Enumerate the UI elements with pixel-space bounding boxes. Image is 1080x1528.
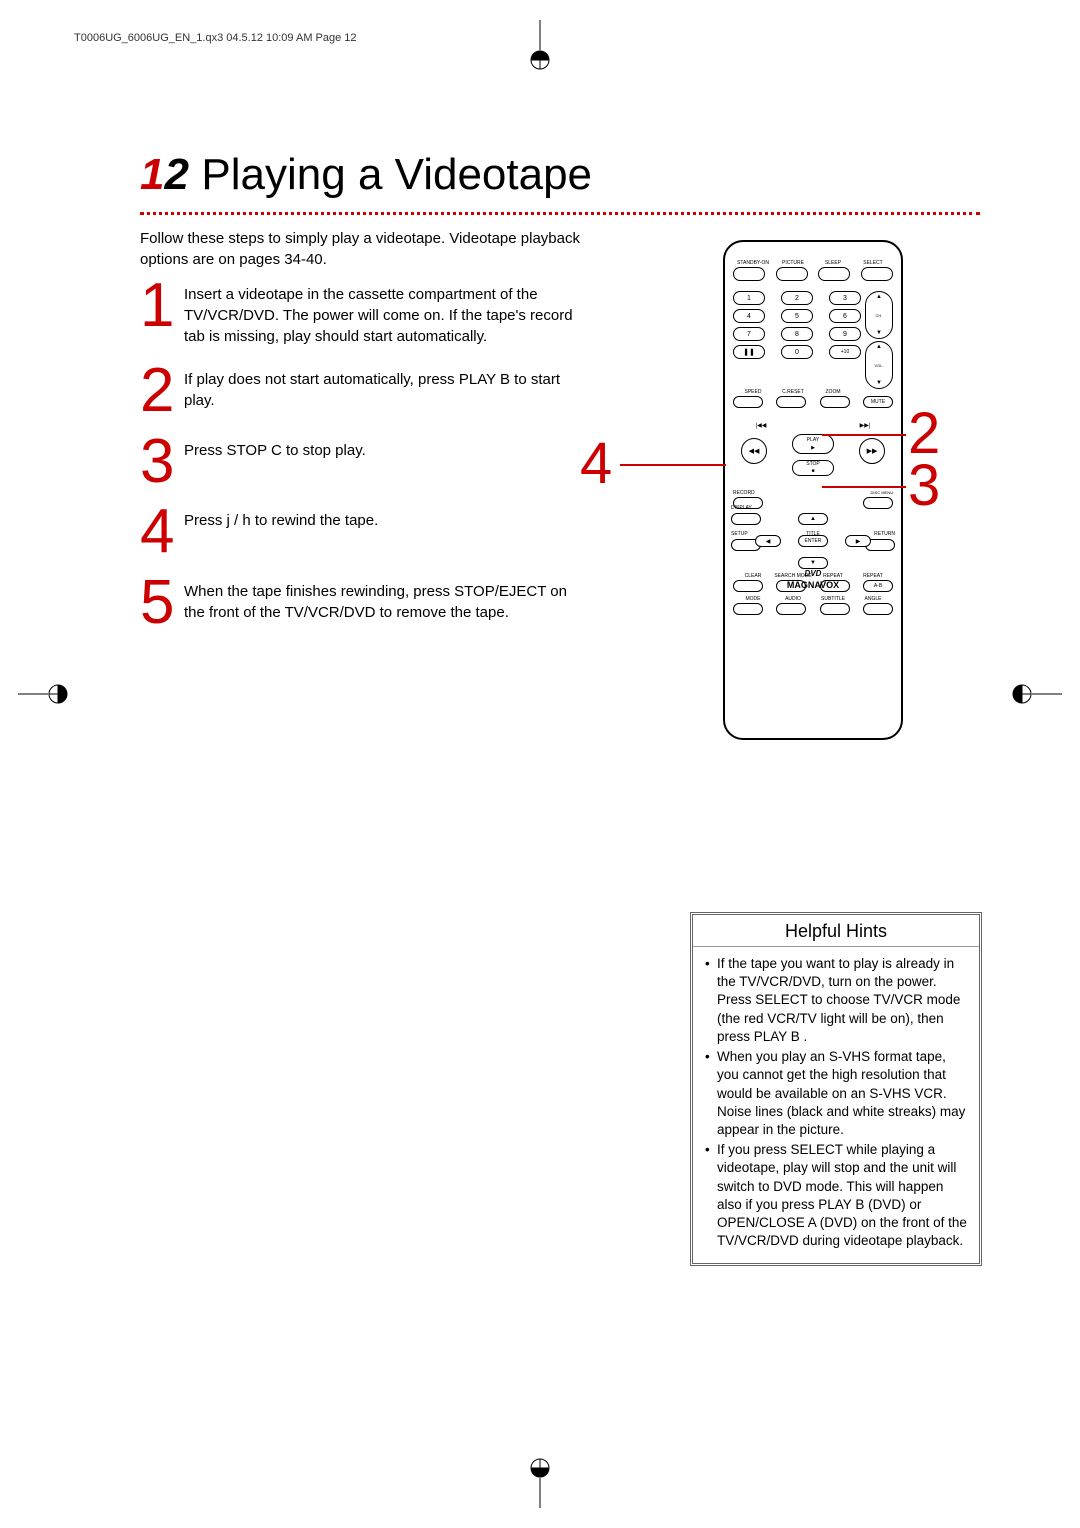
step-number: 2 bbox=[140, 365, 184, 418]
select-button bbox=[861, 267, 893, 281]
step-number: 4 bbox=[140, 506, 184, 559]
step-text: Press j / h to rewind the tape. bbox=[184, 506, 378, 531]
forward-button: ▶▶ bbox=[859, 438, 885, 464]
step-number: 1 bbox=[140, 280, 184, 333]
hint-item: If you press SELECT while playing a vide… bbox=[705, 1141, 967, 1250]
stop-button: STOP■ bbox=[792, 460, 834, 476]
step-text: When the tape finishes rewinding, press … bbox=[184, 577, 590, 623]
crop-mark-left bbox=[18, 682, 68, 706]
display-button bbox=[731, 513, 761, 525]
angle-button bbox=[863, 603, 893, 615]
callout-3: 3 bbox=[908, 452, 940, 519]
speed-button bbox=[733, 396, 763, 408]
step-number: 3 bbox=[140, 436, 184, 489]
skip-next-icon: ▶▶| bbox=[855, 422, 875, 432]
step-text: Insert a videotape in the cassette compa… bbox=[184, 280, 590, 347]
num-9-button: 9 bbox=[829, 327, 861, 341]
callout-line-4 bbox=[620, 464, 726, 466]
remote-labels-row5: SPEEDC.RESETZOOM bbox=[733, 389, 893, 395]
plus10-button: +10 bbox=[829, 345, 861, 359]
num-6-button: 6 bbox=[829, 309, 861, 323]
intro-text: Follow these steps to simply play a vide… bbox=[140, 228, 600, 270]
page-title: Playing a Videotape bbox=[201, 150, 592, 199]
crop-mark-bottom bbox=[528, 1458, 552, 1508]
subtitle-button bbox=[820, 603, 850, 615]
step-3: 3 Press STOP C to stop play. bbox=[140, 436, 590, 489]
callout-4: 4 bbox=[580, 430, 612, 497]
num-1-button: 1 bbox=[733, 291, 765, 305]
hint-item: If the tape you want to play is already … bbox=[705, 955, 967, 1046]
header-metadata: T0006UG_6006UG_EN_1.qx3 04.5.12 10:09 AM… bbox=[74, 32, 357, 44]
crop-mark-right bbox=[1012, 682, 1062, 706]
mode-button bbox=[733, 603, 763, 615]
helpful-hints-box: Helpful Hints If the tape you want to pl… bbox=[690, 912, 982, 1266]
step-2: 2 If play does not start automatically, … bbox=[140, 365, 590, 418]
enter-button: ENTER bbox=[798, 535, 828, 547]
picture-button bbox=[776, 267, 808, 281]
rewind-button: ◀◀ bbox=[741, 438, 767, 464]
mute-button: MUTE bbox=[863, 396, 893, 408]
sleep-button bbox=[818, 267, 850, 281]
num-4-button: 4 bbox=[733, 309, 765, 323]
creset-button bbox=[776, 396, 806, 408]
standby-button bbox=[733, 267, 765, 281]
channel-rocker: ▲CH.▼ bbox=[865, 291, 893, 339]
num-5-button: 5 bbox=[781, 309, 813, 323]
audio-button bbox=[776, 603, 806, 615]
callout-line-3 bbox=[822, 486, 906, 488]
step-number: 5 bbox=[140, 577, 184, 630]
page-title-area: 12 Playing a Videotape bbox=[140, 150, 592, 200]
num-3-button: 3 bbox=[829, 291, 861, 305]
hints-body: If the tape you want to play is already … bbox=[693, 947, 979, 1263]
zoom-button bbox=[820, 396, 850, 408]
nav-down-button: ▼ bbox=[798, 557, 828, 569]
num-8-button: 8 bbox=[781, 327, 813, 341]
crop-mark-top bbox=[528, 20, 552, 70]
transport-controls: |◀◀ ▶▶| ◀◀ PLAY▶ ▶▶ STOP■ bbox=[733, 420, 893, 490]
remote-labels-row1: STANDBY-ONPICTURESLEEPSELECT bbox=[733, 260, 893, 266]
steps-list: 1 Insert a videotape in the cassette com… bbox=[140, 280, 590, 648]
step-5: 5 When the tape finishes rewinding, pres… bbox=[140, 577, 590, 630]
page-number: 12 bbox=[140, 150, 189, 199]
title-divider bbox=[140, 212, 980, 215]
nav-pad: DISPLAY SETUP RETURN TITLE ▲ ▼ ◀ ▶ ENTER bbox=[733, 513, 893, 569]
num-2-button: 2 bbox=[781, 291, 813, 305]
nav-right-button: ▶ bbox=[845, 535, 871, 547]
play-button: PLAY▶ bbox=[792, 434, 834, 454]
step-1: 1 Insert a videotape in the cassette com… bbox=[140, 280, 590, 347]
remote-illustration: STANDBY-ONPICTURESLEEPSELECT 1 2 3 bbox=[698, 240, 928, 740]
num-7-button: 7 bbox=[733, 327, 765, 341]
remote-body: STANDBY-ONPICTURESLEEPSELECT 1 2 3 bbox=[723, 240, 903, 740]
callout-line-2 bbox=[822, 434, 906, 436]
manual-page: T0006UG_6006UG_EN_1.qx3 04.5.12 10:09 AM… bbox=[0, 0, 1080, 1528]
nav-up-button: ▲ bbox=[798, 513, 828, 525]
skip-prev-icon: |◀◀ bbox=[751, 422, 771, 432]
hint-item: When you play an S-VHS format tape, you … bbox=[705, 1048, 967, 1139]
step-text: If play does not start automatically, pr… bbox=[184, 365, 590, 411]
step-text: Press STOP C to stop play. bbox=[184, 436, 366, 461]
volume-rocker: ▲VOL.▼ bbox=[865, 341, 893, 389]
nav-left-button: ◀ bbox=[755, 535, 781, 547]
num-0-button: 0 bbox=[781, 345, 813, 359]
step-4: 4 Press j / h to rewind the tape. bbox=[140, 506, 590, 559]
disc-menu-button bbox=[863, 497, 893, 509]
pause-button: ❚❚ bbox=[733, 345, 765, 359]
remote-logo: DVD MAGNAVOX bbox=[725, 569, 901, 590]
hints-title: Helpful Hints bbox=[693, 915, 979, 947]
